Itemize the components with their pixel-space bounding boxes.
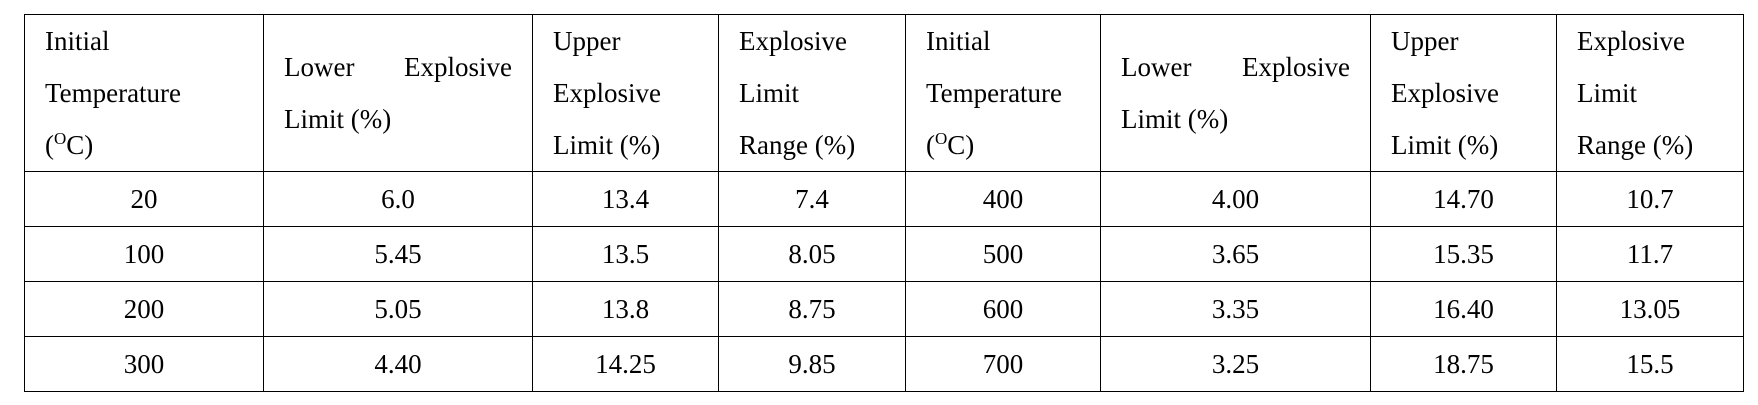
table-cell: 15.5 [1556, 336, 1744, 392]
header-line: Range (%) [1577, 130, 1694, 160]
header-line: Limit (%) [284, 104, 392, 134]
header-line: Explosive [553, 78, 661, 108]
table-cell: 14.25 [532, 336, 719, 392]
header-line: Temperature [45, 78, 182, 108]
header-line: Limit [739, 78, 799, 108]
table-cell: 300 [24, 336, 264, 392]
table-cell: 20 [24, 171, 264, 227]
table-cell: 10.7 [1556, 171, 1744, 227]
explosive-limits-table: Initial Temperature (OC) Lower Explosive … [24, 14, 1744, 392]
table-cell: 200 [24, 281, 264, 337]
table-cell: 700 [905, 336, 1101, 392]
table-cell: 600 [905, 281, 1101, 337]
table-cell: 11.7 [1556, 226, 1744, 282]
table-cell: 400 [905, 171, 1101, 227]
unit-superscript: O [54, 129, 67, 148]
header-line: Limit (%) [553, 130, 661, 160]
table-cell: 16.40 [1370, 281, 1557, 337]
header-lower-explosive-limit: Lower Explosive Limit (%) [263, 14, 533, 172]
table-cell: 5.05 [263, 281, 533, 337]
table-cell: 7.4 [718, 171, 906, 227]
header-line: Explosive [1577, 26, 1685, 56]
header-line: Limit [1577, 78, 1637, 108]
table-cell: 13.05 [1556, 281, 1744, 337]
table-row: 100 5.45 13.5 8.05 500 3.65 15.35 11.7 [24, 226, 1744, 282]
header-line: Initial [926, 26, 991, 56]
table-container: Initial Temperature (OC) Lower Explosive … [24, 14, 1744, 392]
table-cell: 14.70 [1370, 171, 1557, 227]
header-line: Limit (%) [1121, 104, 1229, 134]
table-cell: 4.00 [1100, 171, 1371, 227]
header-upper-explosive-limit: Upper Explosive Limit (%) [1370, 14, 1557, 172]
table-cell: 13.4 [532, 171, 719, 227]
table-cell: 13.5 [532, 226, 719, 282]
header-line: Upper [1391, 26, 1459, 56]
unit-superscript: O [935, 129, 948, 148]
header-explosive-limit-range: Explosive Limit Range (%) [1556, 14, 1744, 172]
header-lower-explosive-limit: Lower Explosive Limit (%) [1100, 14, 1371, 172]
header-line: Upper [553, 26, 621, 56]
header-line: Range (%) [739, 130, 856, 160]
header-line: Lower Explosive [1121, 52, 1350, 82]
table-cell: 500 [905, 226, 1101, 282]
header-line: Initial [45, 26, 110, 56]
header-row: Initial Temperature (OC) Lower Explosive … [24, 14, 1744, 172]
header-initial-temperature: Initial Temperature (OC) [905, 14, 1101, 172]
table-cell: 8.05 [718, 226, 906, 282]
table-cell: 3.65 [1100, 226, 1371, 282]
table-cell: 6.0 [263, 171, 533, 227]
header-unit: (OC) [45, 129, 94, 160]
header-line: Limit (%) [1391, 130, 1499, 160]
header-line: Lower Explosive [284, 52, 512, 82]
table-cell: 100 [24, 226, 264, 282]
table-row: 200 5.05 13.8 8.75 600 3.35 16.40 13.05 [24, 281, 1744, 337]
table-cell: 4.40 [263, 336, 533, 392]
header-line: Temperature [926, 78, 1063, 108]
table-cell: 3.35 [1100, 281, 1371, 337]
table-cell: 5.45 [263, 226, 533, 282]
header-initial-temperature: Initial Temperature (OC) [24, 14, 264, 172]
table-cell: 13.8 [532, 281, 719, 337]
header-explosive-limit-range: Explosive Limit Range (%) [718, 14, 906, 172]
header-unit: (OC) [926, 129, 975, 160]
table-row: 20 6.0 13.4 7.4 400 4.00 14.70 10.7 [24, 171, 1744, 227]
table-cell: 18.75 [1370, 336, 1557, 392]
table-cell: 9.85 [718, 336, 906, 392]
table-cell: 15.35 [1370, 226, 1557, 282]
header-line: Explosive [739, 26, 847, 56]
table-row: 300 4.40 14.25 9.85 700 3.25 18.75 15.5 [24, 336, 1744, 392]
table-cell: 3.25 [1100, 336, 1371, 392]
table-cell: 8.75 [718, 281, 906, 337]
header-line: Explosive [1391, 78, 1499, 108]
header-upper-explosive-limit: Upper Explosive Limit (%) [532, 14, 719, 172]
